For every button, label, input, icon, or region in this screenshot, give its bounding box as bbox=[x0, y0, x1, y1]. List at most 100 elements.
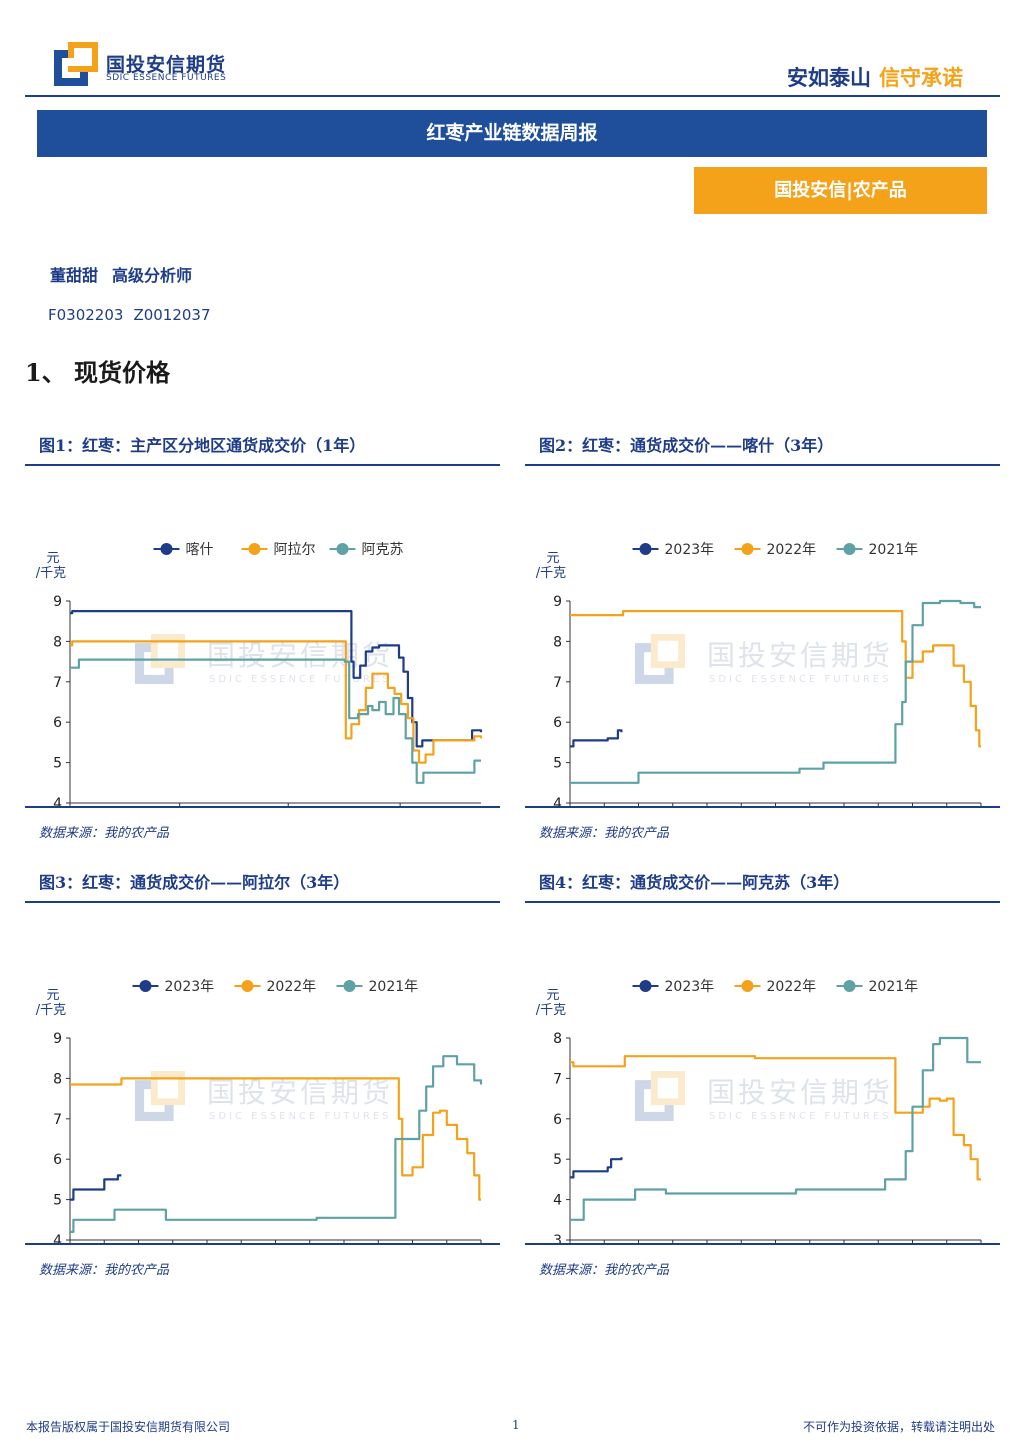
y-tick-label: 8 bbox=[553, 634, 562, 650]
footer-disclaimer: 不可作为投资依据，转载请注明出处 bbox=[802, 1420, 995, 1434]
line-chart: 元/千克3456781月3月5月7月9月11月2023年2022年2021年 bbox=[536, 979, 982, 1243]
data-source: 数据来源：我的农产品 bbox=[539, 826, 670, 841]
logo-text: 国投安信期货 bbox=[106, 54, 227, 76]
legend-label: 喀什 bbox=[186, 542, 214, 558]
legend-marker bbox=[639, 543, 652, 555]
logo-subtext: SDIC ESSENCE FUTURES bbox=[106, 73, 227, 83]
unit-label: /千克 bbox=[36, 566, 66, 581]
legend-label: 2023年 bbox=[665, 979, 715, 995]
series-line bbox=[70, 1077, 481, 1201]
unit-label: 元 bbox=[46, 988, 59, 1003]
y-tick-label: 8 bbox=[553, 1031, 562, 1047]
slogan: 安如泰山 信守承诺 bbox=[787, 62, 963, 92]
y-tick-label: 5 bbox=[553, 756, 562, 772]
figure-2: 图2：红枣：通货成交价——喀什（3年） 国投安信期货 SDIC ESSENCE … bbox=[525, 432, 1000, 841]
unit-label: 元 bbox=[46, 551, 59, 566]
series-line bbox=[570, 599, 981, 784]
unit-label: 元 bbox=[546, 551, 559, 566]
unit-label: /千克 bbox=[536, 566, 566, 581]
line-chart: 元/千克4567892022-2-142022-5-242022-8-30202… bbox=[36, 542, 483, 806]
section-heading: 1、 现货价格 bbox=[25, 358, 171, 387]
y-tick-label: 4 bbox=[53, 796, 62, 806]
y-tick-label: 5 bbox=[553, 1152, 562, 1168]
y-tick-label: 3 bbox=[553, 1233, 562, 1243]
series-line bbox=[570, 1036, 981, 1221]
legend-label: 阿克苏 bbox=[362, 542, 404, 558]
series-line bbox=[70, 658, 481, 784]
data-source: 数据来源：我的农产品 bbox=[39, 826, 170, 841]
y-tick-label: 7 bbox=[553, 675, 562, 691]
slogan-part-2: 信守承诺 bbox=[879, 66, 963, 90]
legend-label: 2022年 bbox=[767, 542, 817, 558]
y-tick-label: 7 bbox=[553, 1071, 562, 1087]
y-tick-label: 9 bbox=[53, 594, 62, 610]
figure-title: 图4：红枣：通货成交价——阿克苏（3年） bbox=[525, 869, 1000, 903]
line-chart: 元/千克4567891月3月5月7月9月11月2023年2022年2021年 bbox=[36, 979, 483, 1243]
unit-label: /千克 bbox=[536, 1003, 566, 1018]
author-name: 董甜甜 bbox=[50, 266, 99, 285]
legend-marker bbox=[741, 980, 754, 992]
series-line bbox=[70, 1174, 122, 1201]
line-chart: 元/千克4567891月3月5月7月9月11月2023年2022年2021年 bbox=[536, 542, 982, 806]
legend-label: 2023年 bbox=[665, 542, 715, 558]
chart-area: 国投安信期货 SDIC ESSENCE FUTURES 元/千克4567891月… bbox=[525, 466, 1000, 808]
series-line bbox=[70, 610, 483, 748]
y-tick-label: 8 bbox=[53, 634, 62, 650]
series-line bbox=[570, 1055, 981, 1181]
figure-title: 图2：红枣：通货成交价——喀什（3年） bbox=[525, 432, 1000, 466]
company-logo-icon bbox=[54, 42, 98, 86]
legend-marker bbox=[343, 980, 356, 992]
legend-marker bbox=[336, 543, 349, 555]
legend-marker bbox=[741, 543, 754, 555]
y-tick-label: 5 bbox=[53, 1193, 62, 1209]
footer-copyright: 本报告版权属于国投安信期货有限公司 bbox=[26, 1420, 231, 1434]
y-tick-label: 6 bbox=[553, 715, 562, 731]
figure-title: 图1：红枣：主产区分地区通货成交价（1年） bbox=[25, 432, 500, 466]
legend-label: 2021年 bbox=[869, 542, 919, 558]
y-tick-label: 8 bbox=[53, 1071, 62, 1087]
y-tick-label: 5 bbox=[53, 756, 62, 772]
legend-label: 2021年 bbox=[869, 979, 919, 995]
report-category: 国投安信|农产品 bbox=[694, 167, 987, 214]
y-tick-label: 4 bbox=[53, 1233, 62, 1243]
series-line bbox=[570, 610, 981, 748]
author-line: 董甜甜 高级分析师 bbox=[50, 262, 192, 286]
unit-label: /千克 bbox=[36, 1003, 66, 1018]
legend-label: 2021年 bbox=[369, 979, 419, 995]
legend-marker bbox=[843, 543, 856, 555]
figure-title: 图3：红枣：通货成交价——阿拉尔（3年） bbox=[25, 869, 500, 903]
legend-marker bbox=[248, 543, 261, 555]
series-line bbox=[570, 1157, 623, 1179]
unit-label: 元 bbox=[546, 988, 559, 1003]
legend-label: 2022年 bbox=[767, 979, 817, 995]
chart-area: 国投安信期货 SDIC ESSENCE FUTURES 元/千克45678920… bbox=[25, 466, 500, 808]
y-tick-label: 7 bbox=[53, 675, 62, 691]
y-tick-label: 6 bbox=[53, 1152, 62, 1168]
author-codes: F0302203 Z0012037 bbox=[48, 306, 211, 324]
y-tick-label: 4 bbox=[553, 796, 562, 806]
report-title: 红枣产业链数据周报 bbox=[37, 110, 987, 157]
y-tick-label: 6 bbox=[553, 1112, 562, 1128]
figure-3: 图3：红枣：通货成交价——阿拉尔（3年） 国投安信期货 SDIC ESSENCE… bbox=[25, 869, 500, 1278]
author-role: 高级分析师 bbox=[112, 266, 193, 285]
legend-marker bbox=[160, 543, 173, 555]
y-tick-label: 6 bbox=[53, 715, 62, 731]
y-tick-label: 4 bbox=[553, 1193, 562, 1209]
figure-4: 图4：红枣：通货成交价——阿克苏（3年） 国投安信期货 SDIC ESSENCE… bbox=[525, 869, 1000, 1278]
legend-label: 2022年 bbox=[267, 979, 317, 995]
page-number: 1 bbox=[512, 1418, 520, 1432]
chart-area: 国投安信期货 SDIC ESSENCE FUTURES 元/千克3456781月… bbox=[525, 903, 1000, 1245]
legend-marker bbox=[241, 980, 254, 992]
legend-label: 阿拉尔 bbox=[274, 542, 316, 558]
header-divider bbox=[25, 95, 1000, 97]
y-tick-label: 9 bbox=[53, 1031, 62, 1047]
legend-marker bbox=[639, 980, 652, 992]
series-line bbox=[570, 729, 623, 748]
legend-marker bbox=[139, 980, 152, 992]
figure-1: 图1：红枣：主产区分地区通货成交价（1年） 国投安信期货 SDIC ESSENC… bbox=[25, 432, 500, 841]
legend-label: 2023年 bbox=[165, 979, 215, 995]
series-line bbox=[70, 640, 483, 764]
data-source: 数据来源：我的农产品 bbox=[39, 1263, 170, 1278]
legend-marker bbox=[843, 980, 856, 992]
chart-area: 国投安信期货 SDIC ESSENCE FUTURES 元/千克4567891月… bbox=[25, 903, 500, 1245]
